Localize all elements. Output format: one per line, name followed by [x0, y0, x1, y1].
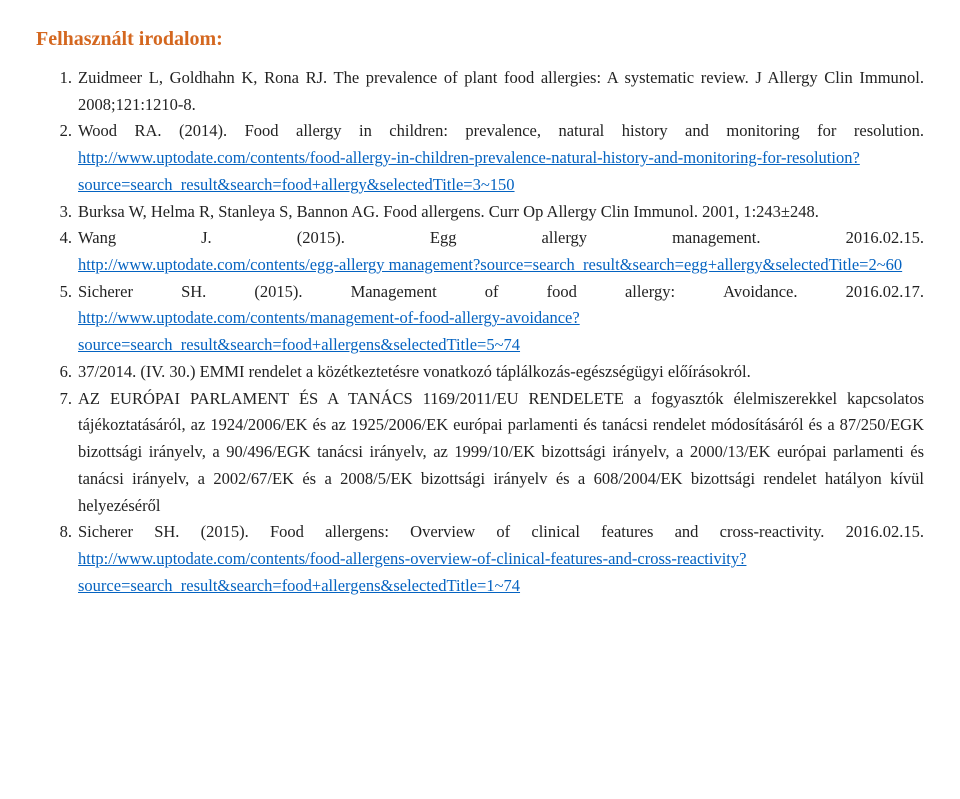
reference-text: Burksa W, Helma R, Stanleya S, Bannon AG…	[78, 202, 819, 221]
reference-text: 37/2014. (IV. 30.) EMMI rendelet a közét…	[78, 362, 751, 381]
reference-item: 2. Wood RA. (2014). Food allergy in chil…	[78, 118, 924, 198]
reference-link[interactable]: http://www.uptodate.com/contents/food-al…	[78, 549, 746, 595]
reference-item: 1. Zuidmeer L, Goldhahn K, Rona RJ. The …	[78, 65, 924, 118]
reference-item: 6. 37/2014. (IV. 30.) EMMI rendelet a kö…	[78, 359, 924, 386]
reference-link[interactable]: http://www.uptodate.com/contents/egg-all…	[78, 255, 902, 274]
page-title: Felhasznált irodalom:	[36, 28, 924, 51]
reference-number: 4.	[36, 225, 72, 252]
reference-text: Sicherer SH. (2015). Food allergens: Ove…	[78, 522, 924, 541]
reference-item: 3. Burksa W, Helma R, Stanleya S, Bannon…	[78, 199, 924, 226]
reference-number: 6.	[36, 359, 72, 386]
reference-item: 8. Sicherer SH. (2015). Food allergens: …	[78, 519, 924, 599]
reference-text: AZ EURÓPAI PARLAMENT ÉS A TANÁCS 1169/20…	[78, 389, 924, 515]
reference-text: Wang J. (2015). Egg allergy management. …	[78, 225, 924, 252]
reference-text: Zuidmeer L, Goldhahn K, Rona RJ. The pre…	[78, 68, 924, 114]
reference-item: 7. AZ EURÓPAI PARLAMENT ÉS A TANÁCS 1169…	[78, 386, 924, 520]
reference-text: Wood RA. (2014). Food allergy in childre…	[78, 121, 924, 140]
reference-link[interactable]: http://www.uptodate.com/contents/managem…	[78, 308, 580, 354]
reference-text: Sicherer SH. (2015). Management of food …	[78, 279, 924, 306]
reference-number: 3.	[36, 199, 72, 226]
reference-number: 8.	[36, 519, 72, 546]
reference-number: 5.	[36, 279, 72, 306]
reference-list: 1. Zuidmeer L, Goldhahn K, Rona RJ. The …	[36, 65, 924, 599]
reference-link[interactable]: http://www.uptodate.com/contents/food-al…	[78, 148, 860, 194]
reference-item: 5. Sicherer SH. (2015). Management of fo…	[78, 279, 924, 359]
reference-item: 4. Wang J. (2015). Egg allergy managemen…	[78, 225, 924, 278]
reference-number: 2.	[36, 118, 72, 145]
reference-number: 7.	[36, 386, 72, 413]
reference-number: 1.	[36, 65, 72, 92]
